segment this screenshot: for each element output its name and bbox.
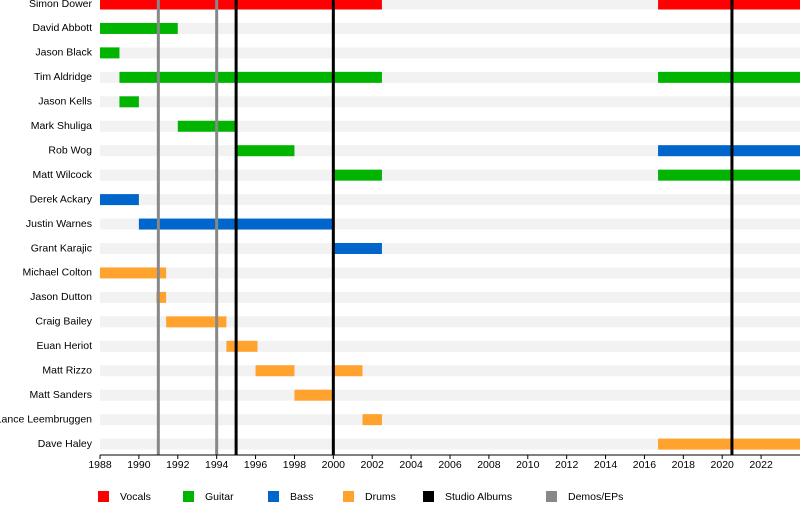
x-tick-label: 2016	[633, 459, 657, 471]
legend-label: Bass	[290, 491, 313, 503]
tenure-bar	[658, 145, 800, 157]
row-stripe	[100, 243, 800, 254]
tenure-bar	[236, 145, 295, 157]
member-label: Grant Karajic	[31, 242, 92, 254]
x-tick-label: 2004	[399, 459, 423, 471]
member-label: Craig Bailey	[35, 316, 92, 328]
legend-label: Guitar	[205, 491, 234, 503]
legend-swatch	[343, 491, 354, 502]
tenure-bar	[333, 243, 382, 254]
tenure-bar	[100, 194, 139, 206]
tenure-bar	[119, 96, 139, 108]
x-tick-label: 2006	[438, 459, 462, 471]
member-label: Jason Kells	[38, 96, 92, 108]
member-label: Simon Dower	[29, 0, 93, 10]
x-tick-label: 2010	[516, 459, 540, 471]
tenure-bar	[658, 169, 800, 181]
row-stripe	[100, 145, 800, 157]
tenure-bar	[100, 0, 382, 10]
row-stripe	[100, 194, 800, 206]
legend-label: Studio Albums	[445, 491, 512, 503]
member-label: Michael Colton	[23, 267, 93, 279]
x-tick-label: 1998	[283, 459, 307, 471]
x-tick-label: 2022	[749, 459, 773, 471]
legend-label: Demos/EPs	[568, 491, 623, 503]
member-label: Tim Aldridge	[34, 71, 92, 83]
tenure-bar	[362, 414, 382, 426]
tenure-bar	[100, 267, 167, 279]
legend-swatch	[546, 491, 557, 502]
member-label: Dave Haley	[38, 438, 93, 450]
row-stripe	[100, 389, 800, 401]
member-label: Jason Black	[35, 47, 92, 59]
row-stripe	[100, 96, 800, 108]
x-tick-label: 2008	[477, 459, 501, 471]
x-tick-label: 2014	[594, 459, 618, 471]
legend-swatch	[423, 491, 434, 502]
row-stripe	[100, 414, 800, 426]
row-stripe	[100, 438, 800, 450]
member-label: Mark Shuliga	[31, 120, 92, 132]
member-label: Justin Warnes	[26, 218, 92, 230]
x-tick-label: 1996	[244, 459, 268, 471]
row-stripe	[100, 0, 800, 10]
x-tick-label: 2002	[361, 459, 385, 471]
member-label: David Abbott	[32, 22, 92, 34]
tenure-bar	[294, 389, 334, 401]
row-stripe	[100, 169, 800, 181]
tenure-bar	[255, 365, 295, 377]
x-tick-label: 1988	[88, 459, 112, 471]
tenure-bar	[166, 316, 227, 328]
tenure-bar	[333, 365, 363, 377]
tenure-bar	[658, 438, 800, 450]
row-stripe	[100, 218, 800, 230]
member-label: Matt Rizzo	[42, 365, 92, 377]
x-tick-label: 1994	[205, 459, 229, 471]
row-stripe	[100, 71, 800, 83]
member-label: Matt Wilcock	[32, 169, 92, 181]
x-tick-label: 1990	[127, 459, 151, 471]
tenure-bar	[333, 169, 382, 181]
legend-swatch	[98, 491, 109, 502]
x-tick-label: 2018	[672, 459, 696, 471]
tenure-bar	[156, 291, 167, 303]
tenure-bar	[226, 340, 258, 352]
x-tick-label: 2020	[711, 459, 735, 471]
member-label: Derek Ackary	[30, 193, 93, 205]
x-tick-label: 2000	[322, 459, 346, 471]
row-stripe	[100, 47, 800, 59]
member-label: Euan Heriot	[37, 340, 93, 352]
row-stripe	[100, 365, 800, 377]
row-stripe	[100, 316, 800, 328]
tenure-bar	[658, 0, 800, 10]
tenure-bar	[177, 120, 237, 132]
x-tick-label: 2012	[555, 459, 579, 471]
tenure-bar	[100, 47, 120, 59]
legend-swatch	[183, 491, 194, 502]
row-stripe	[100, 267, 800, 279]
member-label: Jason Dutton	[30, 291, 92, 303]
member-label: Rob Wog	[48, 144, 92, 156]
legend-swatch	[268, 491, 279, 502]
tenure-bar	[100, 22, 178, 34]
member-label: Matt Sanders	[30, 389, 92, 401]
tenure-bar	[658, 71, 800, 83]
tenure-bar	[119, 71, 382, 83]
x-tick-label: 1992	[166, 459, 190, 471]
row-stripe	[100, 340, 800, 352]
member-label: Lance Leembruggen	[0, 413, 92, 425]
row-stripe	[100, 120, 800, 132]
row-stripe	[100, 291, 800, 303]
legend-label: Vocals	[120, 491, 151, 503]
row-stripe	[100, 22, 800, 34]
legend-label: Drums	[365, 491, 396, 503]
